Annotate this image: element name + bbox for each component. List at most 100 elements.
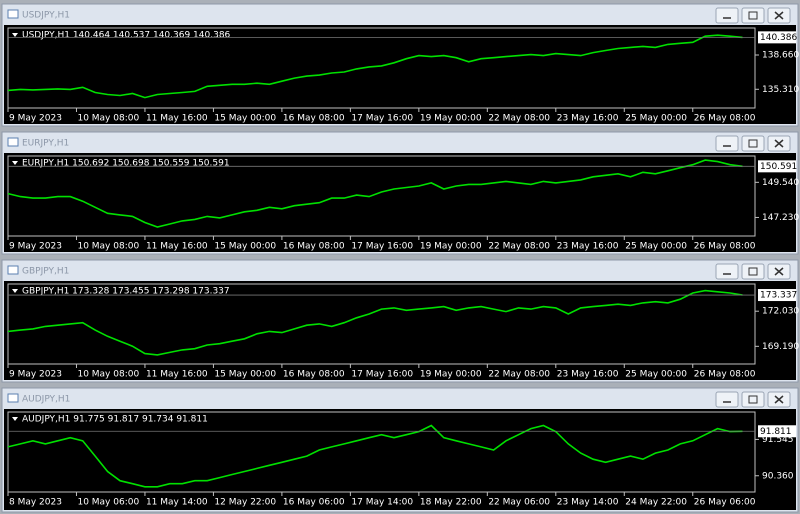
info-line: USDJPY,H1 140.464 140.537 140.369 140.38… [22, 31, 231, 41]
x-tick-label: 11 May 16:00 [146, 370, 208, 380]
x-tick-label: 25 May 00:00 [625, 242, 687, 252]
maximize-glyph [748, 267, 758, 276]
plot-frame [7, 155, 756, 237]
close-glyph [774, 139, 784, 148]
info-arrow [12, 289, 18, 293]
x-tick-label: 9 May 2023 [9, 114, 62, 124]
x-tick-label: 17 May 16:00 [351, 370, 413, 380]
x-tick-label: 8 May 2023 [9, 498, 62, 508]
chart-area [4, 409, 796, 510]
y-tick-label: 172.030 [762, 307, 799, 317]
x-tick-label: 10 May 06:00 [77, 498, 139, 508]
x-tick-label: 11 May 14:00 [146, 498, 208, 508]
window-title: GBPJPY,H1 [22, 267, 69, 277]
maximize-button[interactable] [741, 135, 765, 152]
last-price-box [758, 31, 796, 44]
x-tick-label: 26 May 08:00 [694, 114, 756, 124]
last-price-label: 91.811 [760, 427, 792, 437]
y-tick-label: 91.545 [762, 435, 794, 445]
x-tick-label: 24 May 22:00 [625, 498, 687, 508]
info-arrow [12, 33, 18, 37]
x-tick-label: 17 May 16:00 [351, 242, 413, 252]
window-title: AUDJPY,H1 [22, 395, 70, 405]
plot-frame [7, 283, 756, 365]
last-price-label: 173.337 [760, 291, 797, 301]
x-tick-label: 11 May 16:00 [146, 114, 208, 124]
last-price-label: 140.386 [760, 33, 797, 43]
price-line [7, 159, 743, 228]
price-line [7, 34, 743, 99]
x-tick-label: 19 May 00:00 [420, 370, 482, 380]
price-line [7, 424, 743, 488]
x-tick-label: 23 May 16:00 [557, 370, 619, 380]
x-tick-label: 26 May 08:00 [694, 370, 756, 380]
plot-frame [7, 411, 756, 493]
x-tick-label: 9 May 2023 [9, 370, 62, 380]
y-tick-label: 169.190 [762, 342, 799, 352]
minimize-button[interactable] [715, 263, 739, 280]
window-icon [7, 137, 19, 147]
y-tick-label: 90.360 [762, 471, 794, 481]
y-tick-label: 147.230 [762, 213, 799, 223]
maximize-glyph [748, 11, 758, 20]
window-icon [7, 9, 19, 19]
x-tick-label: 23 May 14:00 [557, 498, 619, 508]
x-tick-label: 26 May 06:00 [694, 498, 756, 508]
x-tick-label: 16 May 08:00 [283, 114, 345, 124]
x-tick-label: 19 May 00:00 [420, 242, 482, 252]
x-tick-label: 23 May 16:00 [557, 242, 619, 252]
x-tick-label: 15 May 00:00 [214, 242, 276, 252]
last-price-box [758, 160, 796, 173]
maximize-button[interactable] [741, 7, 765, 24]
maximize-button[interactable] [741, 263, 765, 280]
x-tick-label: 12 May 22:00 [214, 498, 276, 508]
x-tick-label: 9 May 2023 [9, 242, 62, 252]
close-glyph [774, 11, 784, 20]
maximize-glyph [748, 395, 758, 404]
last-price-box [758, 425, 796, 438]
x-tick-label: 17 May 16:00 [351, 114, 413, 124]
x-tick-label: 19 May 00:00 [420, 114, 482, 124]
x-tick-label: 10 May 08:00 [77, 114, 139, 124]
x-tick-label: 22 May 08:00 [488, 242, 550, 252]
last-price-box [758, 289, 796, 302]
x-tick-label: 16 May 06:00 [283, 498, 345, 508]
minimize-button[interactable] [715, 135, 739, 152]
x-tick-label: 15 May 00:00 [214, 370, 276, 380]
info-arrow [12, 417, 18, 421]
x-tick-label: 25 May 00:00 [625, 114, 687, 124]
x-tick-label: 16 May 08:00 [283, 242, 345, 252]
x-tick-label: 16 May 08:00 [283, 370, 345, 380]
y-tick-label: 138.660 [762, 51, 799, 61]
x-tick-label: 22 May 08:00 [488, 370, 550, 380]
x-tick-label: 26 May 08:00 [694, 242, 756, 252]
x-tick-label: 10 May 08:00 [77, 242, 139, 252]
x-tick-label: 23 May 16:00 [557, 114, 619, 124]
x-tick-label: 15 May 00:00 [214, 114, 276, 124]
minimize-button[interactable] [715, 7, 739, 24]
x-tick-label: 10 May 08:00 [77, 370, 139, 380]
minimize-button[interactable] [715, 391, 739, 408]
window-title: EURJPY,H1 [22, 139, 69, 149]
x-tick-label: 17 May 14:00 [351, 498, 413, 508]
info-arrow [12, 161, 18, 165]
x-tick-label: 18 May 22:00 [420, 498, 482, 508]
window-title: USDJPY,H1 [22, 11, 70, 21]
x-tick-label: 22 May 06:00 [488, 498, 550, 508]
y-tick-label: 135.310 [762, 85, 799, 95]
x-tick-label: 11 May 16:00 [146, 242, 208, 252]
x-tick-label: 22 May 08:00 [488, 114, 550, 124]
info-line: AUDJPY,H1 91.775 91.817 91.734 91.811 [22, 415, 208, 425]
window-icon [7, 265, 19, 275]
maximize-button[interactable] [741, 391, 765, 408]
close-glyph [774, 395, 784, 404]
info-line: GBPJPY,H1 173.328 173.455 173.298 173.33… [22, 287, 230, 297]
price-line [7, 289, 743, 356]
x-tick-label: 25 May 00:00 [625, 370, 687, 380]
maximize-glyph [748, 139, 758, 148]
y-tick-label: 149.540 [762, 178, 799, 188]
close-glyph [774, 267, 784, 276]
window-icon [7, 393, 19, 403]
plot-frame [7, 27, 756, 109]
